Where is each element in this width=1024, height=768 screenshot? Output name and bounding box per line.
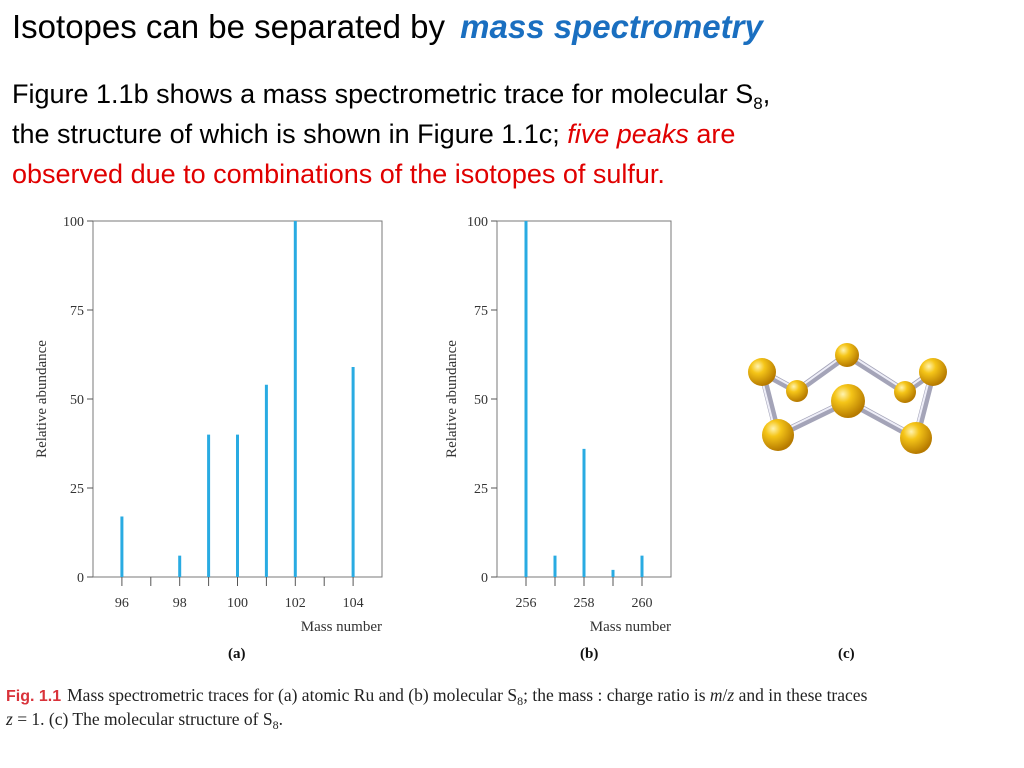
body-line-1-subscript: 8 bbox=[753, 94, 763, 113]
body-line-1-punct: , bbox=[762, 79, 771, 109]
chart-b-ytick-label: 0 bbox=[481, 571, 488, 586]
chart-a-ytick-label: 25 bbox=[70, 482, 84, 497]
five-peaks-emphasis: five peaks bbox=[567, 119, 689, 149]
chart-a-ytick-label: 50 bbox=[70, 393, 84, 408]
body-line-2-end: are bbox=[688, 119, 736, 149]
slide-title: Isotopes can be separated by mass spectr… bbox=[12, 8, 763, 46]
chart-b-ytick-label: 50 bbox=[474, 393, 488, 408]
chart-a-ytick-label: 75 bbox=[70, 304, 84, 319]
caption-text-2: ; the mass : charge ratio is bbox=[523, 685, 710, 705]
chart-b-xtick-label: 258 bbox=[574, 596, 595, 611]
title-highlight: mass spectrometry bbox=[460, 8, 763, 45]
caption-text-4: = 1. (c) The molecular structure of S bbox=[12, 709, 273, 729]
chart-a-xtick-label: 104 bbox=[343, 596, 364, 611]
chart-a-xtick-label: 102 bbox=[285, 596, 306, 611]
body-paragraph: Figure 1.1b shows a mass spectrometric t… bbox=[12, 74, 1012, 194]
body-line-2-text: the structure of which is shown in Figur… bbox=[12, 119, 568, 149]
chart-b-s8: 0 25 50 75 100 256 258 260 Mass number Relative a… bbox=[444, 215, 672, 635]
panel-label-a: (a) bbox=[228, 646, 246, 662]
chart-b-xtick-label: 256 bbox=[516, 596, 537, 611]
chart-b-xlabel: Mass number bbox=[590, 619, 671, 635]
chart-a-xtick-label: 96 bbox=[115, 596, 129, 611]
caption-m: m bbox=[709, 685, 723, 705]
chart-b-ylabel: Relative abundance bbox=[444, 340, 460, 458]
body-line-1-text: Figure 1.1b shows a mass spectrometric t… bbox=[12, 79, 754, 109]
body-line-1: Figure 1.1b shows a mass spectrometric t… bbox=[12, 74, 1012, 114]
caption-slash: / bbox=[722, 685, 728, 705]
chart-b-ytick-label: 25 bbox=[474, 482, 488, 497]
chart-b-ytick-label: 100 bbox=[467, 215, 488, 230]
chart-b-xtick-label: 260 bbox=[632, 596, 653, 611]
caption-text-3: and in these traces bbox=[734, 685, 868, 705]
caption-sub-1: 8 bbox=[517, 694, 524, 708]
caption-z2: z bbox=[6, 709, 13, 729]
chart-a-ylabel: Relative abundance bbox=[34, 340, 50, 458]
caption-sub-2: 8 bbox=[272, 718, 279, 732]
chart-b-ytick-label: 75 bbox=[474, 304, 488, 319]
caption-text-5: . bbox=[278, 709, 283, 729]
chart-a-xtick-label: 98 bbox=[173, 596, 187, 611]
chart-a-xlabel: Mass number bbox=[301, 619, 382, 635]
chart-a-xtick-label: 100 bbox=[227, 596, 248, 611]
body-line-3: observed due to combinations of the isot… bbox=[12, 159, 665, 189]
body-line-2: the structure of which is shown in Figur… bbox=[12, 114, 1012, 154]
panel-label-c: (c) bbox=[838, 646, 855, 662]
chart-a-ru: 0 25 50 75 100 96 98 100 102 104 Mass number Relati… bbox=[34, 215, 383, 635]
caption-text-1: Mass spectrometric traces for (a) atomic… bbox=[67, 685, 518, 705]
title-plain: Isotopes can be separated by bbox=[12, 8, 445, 45]
figure-caption: Fig. 1.1 Mass spectrometric traces for (a… bbox=[6, 684, 1022, 732]
s8-crown-molecule-icon bbox=[748, 343, 947, 454]
caption-z: z bbox=[727, 685, 735, 705]
chart-a-ytick-label: 100 bbox=[63, 215, 84, 230]
panel-label-b: (b) bbox=[580, 646, 599, 662]
chart-a-ytick-label: 0 bbox=[77, 571, 84, 586]
caption-fig-label: Fig. 1.1 bbox=[6, 688, 62, 705]
sulfur-atoms bbox=[748, 343, 947, 454]
